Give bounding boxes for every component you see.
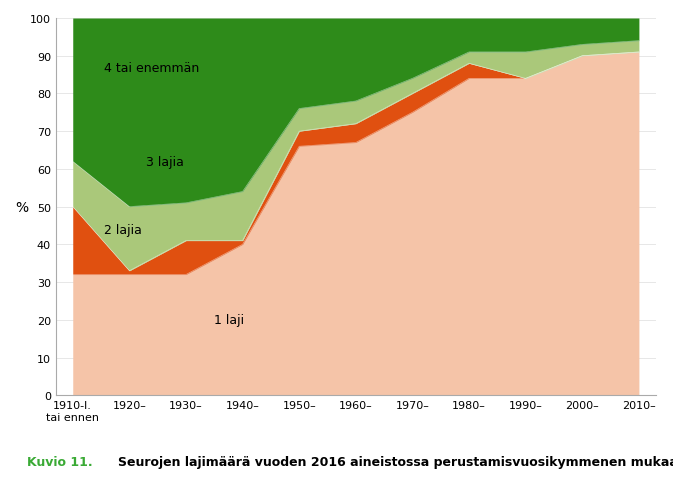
Text: Kuvio 11.: Kuvio 11. [27, 455, 93, 468]
Text: 1 laji: 1 laji [214, 313, 244, 326]
Text: Seurojen lajimäärä vuoden 2016 aineistossa perustamisvuosikymmenen mukaan (%, n=: Seurojen lajimäärä vuoden 2016 aineistos… [118, 455, 673, 468]
Text: 3 lajia: 3 lajia [146, 156, 184, 168]
Y-axis label: %: % [15, 200, 28, 214]
Text: 4 tai enemmän: 4 tai enemmän [104, 61, 199, 74]
Text: 2 lajia: 2 lajia [104, 223, 142, 236]
